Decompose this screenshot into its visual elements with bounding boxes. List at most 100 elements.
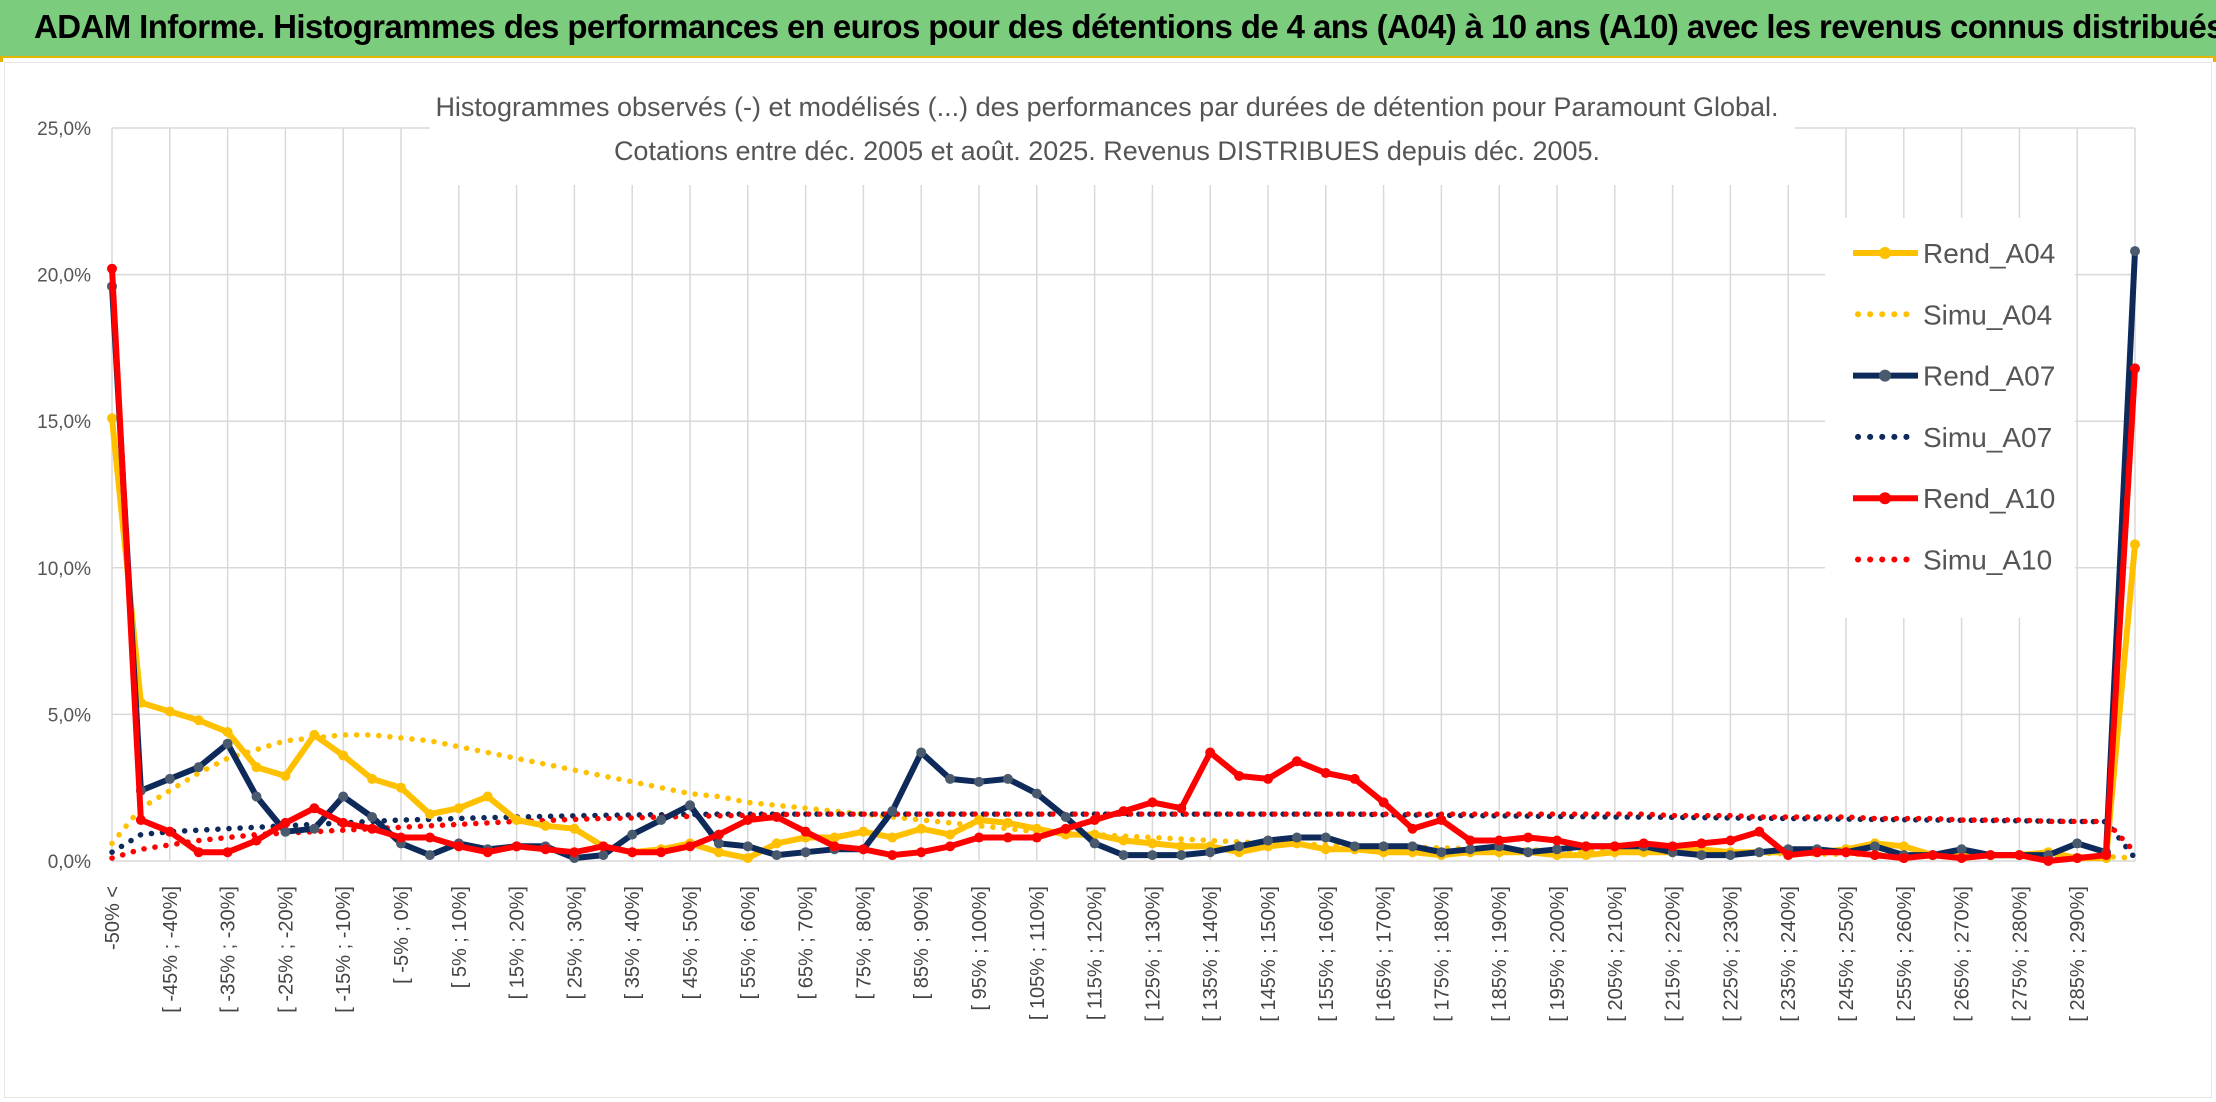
report-banner: ADAM Informe. Histogrammes des performan… xyxy=(0,0,2216,58)
data-point xyxy=(1205,747,1216,758)
data-point xyxy=(424,850,435,861)
x-tick-label: [ 85% ; 90%] xyxy=(911,886,933,999)
x-tick-label: [ 55% ; 60%] xyxy=(738,886,760,999)
x-tick-label: [ 95% ; 100%] xyxy=(969,886,991,1011)
title-background xyxy=(430,85,1795,185)
y-tick-label: 10,0% xyxy=(37,559,91,580)
data-point xyxy=(627,847,638,858)
x-tick-label: -50% < xyxy=(102,886,124,950)
x-tick-label: [ -25% ; -20%] xyxy=(275,886,297,1013)
data-point xyxy=(2130,246,2140,257)
data-point xyxy=(771,838,782,849)
chart-title-line-2: Cotations entre déc. 2005 et août. 2025.… xyxy=(614,136,1600,166)
frame-corner-left xyxy=(0,56,3,62)
data-point xyxy=(1725,850,1736,861)
data-point xyxy=(2043,856,2054,866)
data-point xyxy=(1147,838,1158,849)
data-point xyxy=(598,841,609,852)
data-point xyxy=(1291,832,1302,843)
x-tick-label: [ -45% ; -40%] xyxy=(160,886,182,1013)
x-tick-label: [ -35% ; -30%] xyxy=(218,886,240,1013)
data-point xyxy=(222,738,233,749)
data-point xyxy=(251,762,262,773)
legend-label: Rend_A07 xyxy=(1923,361,2055,392)
data-point xyxy=(2101,850,2112,861)
x-tick-label: [ 265% ; 270%] xyxy=(1952,886,1974,1022)
x-tick-label: [ 15% ; 20%] xyxy=(507,886,529,999)
x-tick-label: [ 235% ; 240%] xyxy=(1778,886,1800,1022)
data-point xyxy=(742,841,753,852)
data-point xyxy=(164,773,175,784)
data-point xyxy=(1407,841,1418,852)
data-point xyxy=(1378,797,1389,808)
data-point xyxy=(309,803,320,814)
report-title: ADAM Informe. Histogrammes des performan… xyxy=(34,8,2216,45)
x-tick-label: [ 255% ; 260%] xyxy=(1894,886,1916,1022)
data-point xyxy=(974,832,984,843)
data-point xyxy=(1436,814,1447,825)
data-point xyxy=(1985,850,1996,861)
data-point xyxy=(135,814,146,825)
data-point xyxy=(1841,847,1851,858)
data-point xyxy=(1696,838,1707,849)
data-point xyxy=(1494,835,1505,846)
data-point xyxy=(1176,850,1187,861)
data-point xyxy=(2072,838,2083,849)
data-point xyxy=(540,820,551,831)
y-tick-label: 20,0% xyxy=(37,266,91,287)
data-point xyxy=(367,773,378,784)
series-line-simu_a07 xyxy=(109,811,2138,861)
data-point xyxy=(164,826,175,837)
legend-marker xyxy=(1879,247,1891,259)
data-point xyxy=(251,791,262,802)
data-point xyxy=(1956,853,1967,864)
data-point xyxy=(1552,844,1562,855)
data-point xyxy=(1609,841,1620,852)
data-point xyxy=(1002,817,1013,828)
y-tick-label: 0,0% xyxy=(48,852,91,873)
data-point xyxy=(887,806,898,817)
legend-label: Simu_A10 xyxy=(1923,545,2052,576)
x-tick-label: [ 215% ; 220%] xyxy=(1663,886,1685,1022)
data-point xyxy=(656,847,667,858)
chart-area: Histogrammes observés (-) et modélisés (… xyxy=(4,62,2212,1098)
x-tick-label: [ -15% ; -10%] xyxy=(333,886,355,1013)
data-point xyxy=(1378,841,1389,852)
data-point xyxy=(453,803,464,814)
data-point xyxy=(1465,844,1476,855)
data-point xyxy=(1060,823,1071,834)
data-point xyxy=(193,715,204,726)
x-tick-label: [ 165% ; 170%] xyxy=(1374,886,1396,1022)
data-point xyxy=(1320,844,1331,855)
x-tick-label: [ 145% ; 150%] xyxy=(1258,886,1280,1022)
data-point xyxy=(627,829,638,840)
data-point xyxy=(511,841,522,852)
data-point xyxy=(1320,768,1331,779)
legend-background xyxy=(1825,218,2075,618)
x-tick-label: [ 245% ; 250%] xyxy=(1836,886,1858,1022)
data-point xyxy=(916,847,927,858)
data-point xyxy=(1234,841,1245,852)
data-point xyxy=(1927,850,1938,861)
data-point xyxy=(424,832,435,843)
data-point xyxy=(916,747,927,758)
x-tick-label: [ 75% ; 80%] xyxy=(853,886,875,999)
data-point xyxy=(1320,832,1331,843)
data-point xyxy=(1523,847,1534,858)
data-point xyxy=(424,809,435,820)
data-point xyxy=(800,826,811,837)
data-point xyxy=(1147,797,1158,808)
data-point xyxy=(887,850,898,861)
data-point xyxy=(367,812,378,823)
data-point xyxy=(1031,788,1042,799)
data-point xyxy=(1725,835,1736,846)
data-point xyxy=(713,847,724,858)
data-point xyxy=(1234,770,1245,781)
data-point xyxy=(1407,823,1418,834)
data-point xyxy=(1696,850,1707,861)
data-point xyxy=(569,847,580,858)
data-point xyxy=(742,853,753,864)
data-point xyxy=(1263,835,1273,846)
data-point xyxy=(685,800,695,811)
data-point xyxy=(280,770,291,781)
